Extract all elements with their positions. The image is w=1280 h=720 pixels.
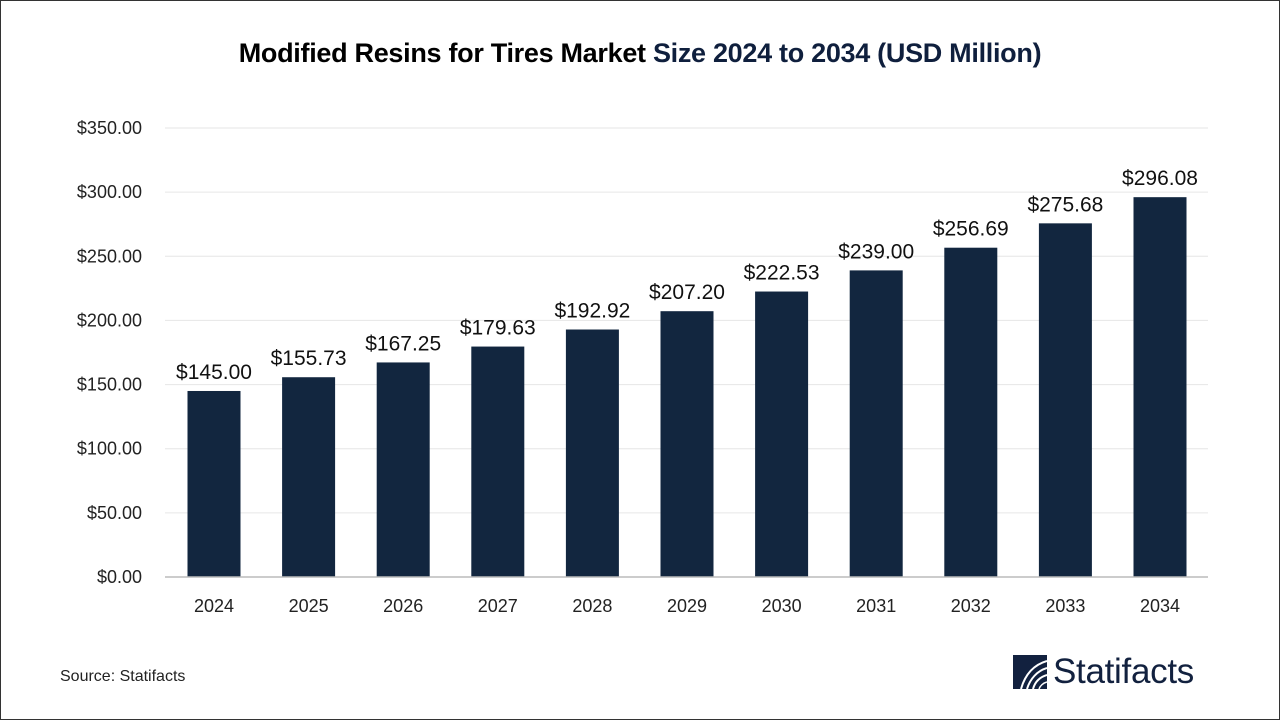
bar (282, 377, 336, 577)
statifacts-logo: Statifacts (1013, 652, 1194, 692)
bar (944, 247, 998, 577)
y-tick-label: $250.00 (77, 246, 142, 266)
bar (660, 311, 714, 577)
title-part-2: Size 2024 to 2034 (USD Million) (652, 38, 1042, 68)
data-label: $296.08 (1122, 167, 1198, 190)
y-tick-label: $300.00 (77, 182, 142, 202)
data-label: $167.25 (365, 332, 441, 355)
bar (1038, 223, 1092, 577)
data-label: $256.69 (933, 218, 1009, 241)
y-tick-label: $0.00 (97, 567, 142, 587)
source-note: Source: Statifacts (60, 668, 186, 685)
x-tick-label: 2027 (478, 596, 518, 616)
x-tick-label: 2029 (667, 596, 707, 616)
chart-title: Modified Resins for Tires Market Size 20… (0, 38, 1280, 69)
y-tick-label: $350.00 (77, 118, 142, 138)
statifacts-logo-icon (1013, 655, 1047, 689)
data-label: $239.00 (838, 240, 914, 263)
bar (376, 362, 430, 577)
y-tick-label: $50.00 (87, 503, 142, 523)
logo-text: Statifacts (1053, 652, 1194, 691)
y-tick-label: $200.00 (77, 310, 142, 330)
x-tick-label: 2034 (1140, 596, 1180, 616)
x-tick-label: 2026 (383, 596, 423, 616)
bar (849, 270, 903, 577)
x-tick-label: 2030 (762, 596, 802, 616)
x-tick-label: 2033 (1045, 596, 1085, 616)
bar (755, 291, 809, 577)
x-tick-label: 2031 (856, 596, 896, 616)
data-label: $145.00 (176, 361, 252, 384)
y-tick-label: $150.00 (77, 375, 142, 395)
data-label: $222.53 (744, 262, 820, 285)
data-label: $207.20 (649, 281, 725, 304)
bar (1133, 197, 1187, 577)
bar (187, 390, 241, 577)
data-label: $179.63 (460, 317, 536, 340)
bar (471, 346, 525, 577)
x-tick-label: 2032 (951, 596, 991, 616)
x-tick-label: 2024 (194, 596, 234, 616)
data-label: $275.68 (1027, 193, 1103, 216)
title-part-1: Modified Resins for Tires Market (238, 38, 653, 68)
data-label: $155.73 (271, 347, 347, 370)
bar (565, 329, 619, 577)
x-tick-label: 2025 (289, 596, 329, 616)
y-tick-label: $100.00 (77, 439, 142, 459)
data-label: $192.92 (554, 300, 630, 323)
x-tick-label: 2028 (572, 596, 612, 616)
